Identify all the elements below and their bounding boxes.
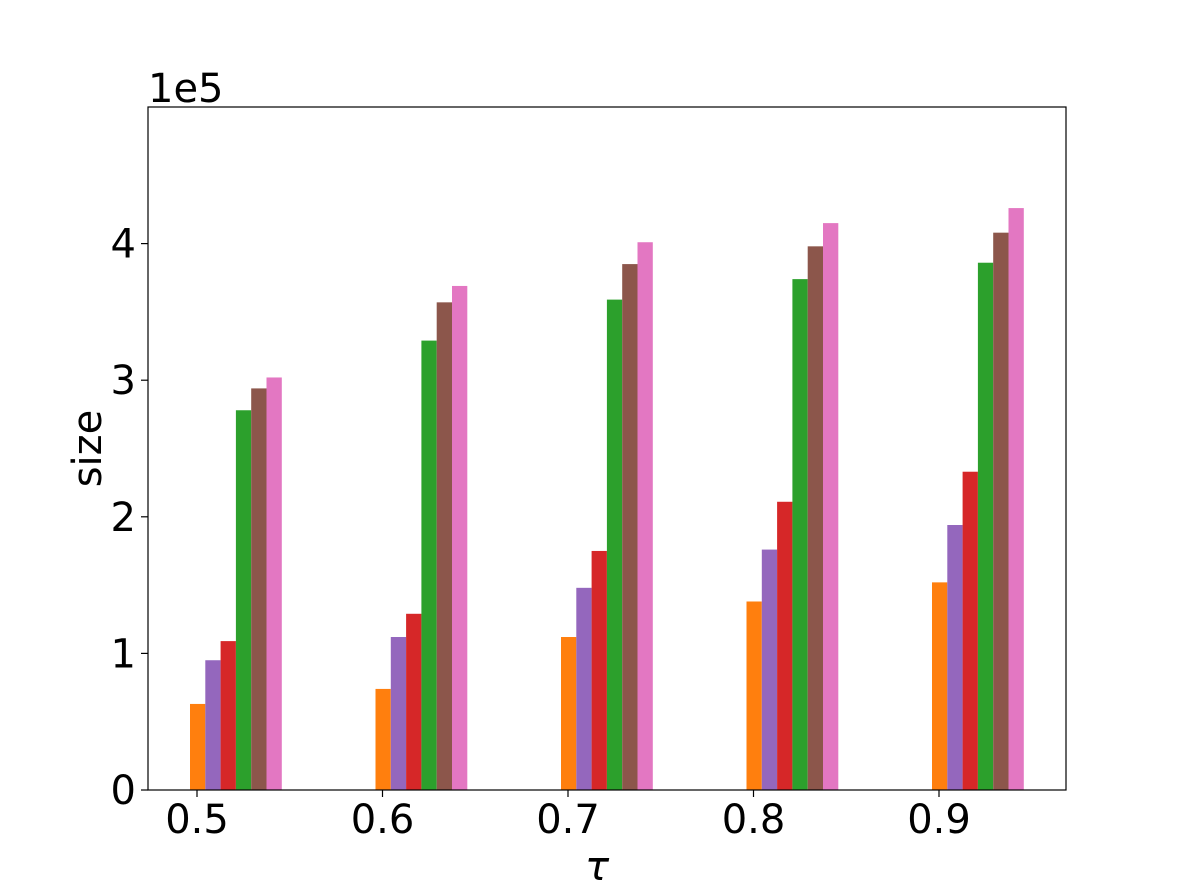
bar-0.7-series-2 — [576, 587, 592, 790]
x-tick-label: 0.5 — [165, 797, 229, 843]
bar-0.9-series-1 — [932, 582, 948, 790]
bar-0.9-series-5 — [993, 232, 1009, 791]
bar-0.7-series-4 — [606, 299, 623, 790]
bar-0.5-series-6 — [266, 377, 282, 790]
bar-0.9-series-3 — [962, 471, 978, 790]
bar-0.6-series-1 — [375, 688, 391, 790]
bar-0.5-series-1 — [190, 703, 206, 790]
bar-0.6-series-6 — [452, 285, 468, 790]
bar-0.6-series-3 — [406, 613, 422, 790]
bar-0.6-series-2 — [390, 637, 407, 790]
bar-0.8-series-2 — [761, 549, 778, 790]
bar-0.9-series-6 — [1008, 208, 1024, 790]
bar-0.9-series-4 — [977, 262, 994, 791]
y-tick-label: 1 — [111, 631, 136, 677]
x-tick-label: 0.6 — [351, 797, 415, 843]
bar-0.6-series-4 — [421, 340, 437, 790]
bar-0.8-series-5 — [807, 246, 823, 790]
bar-0.7-series-5 — [622, 264, 638, 791]
y-axis-label: size — [65, 410, 111, 488]
x-tick-label: 0.9 — [907, 797, 971, 843]
y-tick-label: 0 — [111, 768, 136, 814]
bar-0.7-series-1 — [561, 637, 577, 790]
plot-frame — [147, 106, 1067, 791]
y-axis-offset-label: 1e5 — [148, 66, 224, 112]
bar-0.8-series-4 — [792, 279, 808, 790]
bar-0.8-series-1 — [746, 601, 762, 790]
bar-0.7-series-3 — [591, 550, 607, 790]
x-axis-ticks: 0.5 0.6 0.7 0.8 0.9 — [165, 790, 971, 843]
bar-0.6-series-5 — [436, 302, 452, 790]
y-tick-label: 2 — [111, 495, 136, 541]
x-axis-label: τ — [585, 844, 610, 888]
x-tick-label: 0.7 — [536, 797, 600, 843]
bars-layer — [190, 208, 1024, 791]
x-tick-label: 0.8 — [722, 797, 786, 843]
bar-0.5-series-3 — [220, 641, 236, 790]
y-tick-label: 4 — [111, 222, 136, 268]
bar-0.8-series-6 — [823, 223, 839, 791]
bar-0.5-series-2 — [205, 660, 221, 790]
bar-0.8-series-3 — [777, 501, 793, 790]
bar-0.9-series-2 — [947, 525, 963, 790]
bar-0.5-series-4 — [235, 410, 252, 790]
bar-0.7-series-6 — [637, 242, 653, 791]
y-axis-ticks: 0 1 2 3 4 — [111, 222, 148, 814]
bar-0.5-series-5 — [251, 388, 267, 790]
y-tick-label: 3 — [111, 358, 136, 404]
